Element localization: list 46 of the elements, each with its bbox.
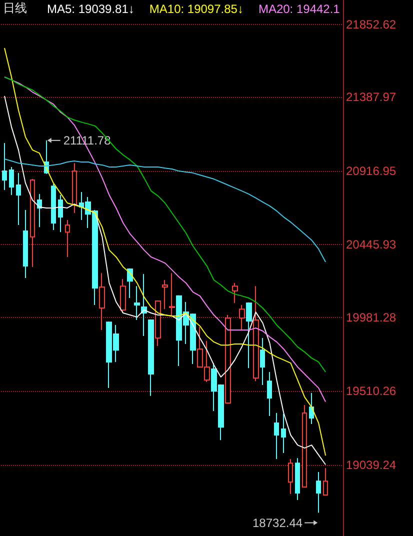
candlestick <box>30 178 35 268</box>
line-series <box>4 158 326 262</box>
chart-title: 日线 <box>3 1 27 15</box>
candlestick <box>155 300 161 347</box>
candlestick <box>37 194 42 228</box>
candlestick <box>134 286 140 321</box>
y-tick-label: 19981.28 <box>346 310 396 324</box>
candlestick <box>99 272 105 331</box>
candlestick <box>295 458 300 501</box>
candlestick <box>316 471 321 514</box>
candlestick <box>16 172 21 226</box>
y-tick-label: 19510.26 <box>346 384 396 398</box>
candlestick <box>141 274 147 336</box>
y-tick-label: 21852.62 <box>346 17 396 32</box>
candlestick <box>288 458 293 495</box>
candlestick <box>302 404 307 488</box>
candlestick <box>253 286 259 382</box>
text: MA10: 19097.85↓ <box>149 2 244 16</box>
candlestick <box>281 413 286 454</box>
y-tick-label: 20916.95 <box>346 164 396 178</box>
candlestick <box>267 371 272 416</box>
candlestick <box>51 184 56 231</box>
y-tick-label: 19039.24 <box>346 458 396 472</box>
candlestick <box>323 468 328 496</box>
annotation: 18732.44 <box>252 516 303 530</box>
y-tick-label: 20445.93 <box>346 238 396 252</box>
candlestick <box>23 210 28 278</box>
candlestick <box>225 314 231 404</box>
candlestick <box>120 278 126 314</box>
candlestick <box>9 166 14 196</box>
text: MA5: 19039.81↓ <box>47 2 134 16</box>
candlestick <box>169 272 175 316</box>
candlestick <box>309 392 314 424</box>
candlestick <box>260 338 265 386</box>
candlestick <box>65 220 70 258</box>
candlestick <box>246 302 252 369</box>
candlestick <box>58 194 63 233</box>
candlestick <box>162 279 168 310</box>
candlestick <box>232 282 238 304</box>
candlestick <box>2 142 7 190</box>
candlestick <box>148 318 154 396</box>
y-tick-label: 21387.97 <box>346 90 396 104</box>
candlestick <box>72 162 77 214</box>
candlestick <box>239 304 245 331</box>
candlestick <box>274 412 279 460</box>
text: MA20: 19442.1 <box>258 2 340 16</box>
